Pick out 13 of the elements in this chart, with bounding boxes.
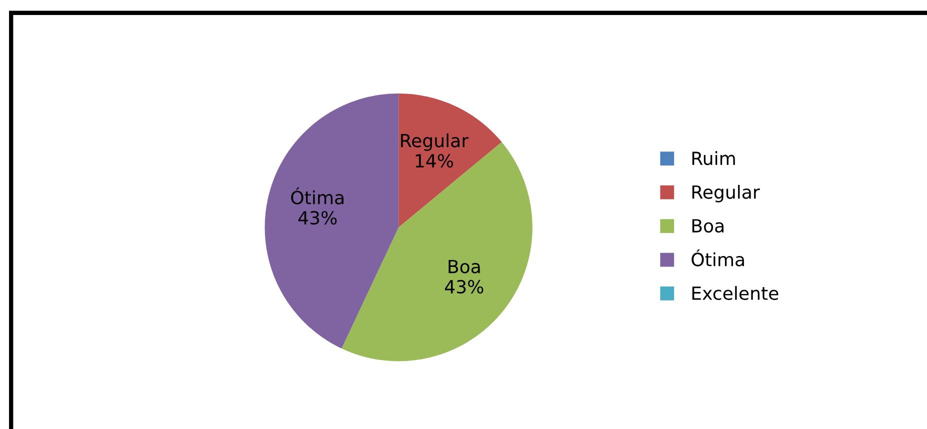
legend-label: Boa	[692, 219, 724, 233]
pie-slice	[264, 94, 399, 348]
legend-label: Regular	[692, 184, 760, 202]
legend-label: Ruim	[692, 151, 735, 166]
legend-label: Ótima	[692, 249, 744, 266]
data-label: 43%	[298, 210, 337, 225]
data-label: 43%	[445, 280, 484, 294]
pie-slice	[398, 94, 502, 228]
slice-label: Boa	[448, 260, 480, 274]
legend-label: Excelente	[692, 286, 778, 300]
data-label: 14%	[416, 154, 454, 168]
slice-label: Regular	[401, 133, 469, 151]
slice-label: Ótima	[291, 187, 344, 204]
